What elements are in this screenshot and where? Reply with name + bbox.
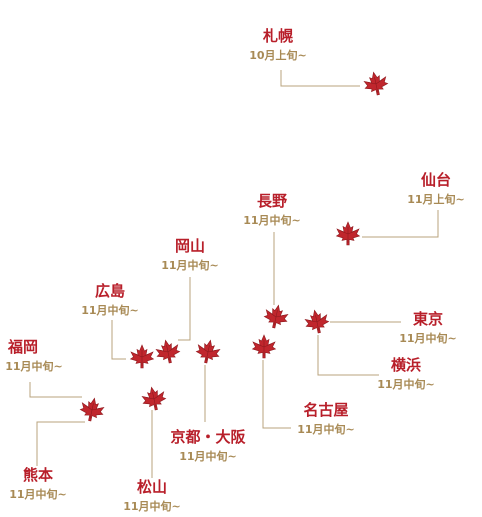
city-label-sapporo: 札幌 10月上旬~ [240,27,316,64]
city-label-matsuyama: 松山 11月中旬~ [114,478,190,515]
connector-line-okayama [178,277,191,341]
connector-line-kumamoto [36,421,85,466]
city-date: 11月上旬~ [407,193,465,206]
city-label-tokyo: 東京 11月中旬~ [390,310,466,347]
city-label-sendai: 仙台 11月上旬~ [398,171,474,208]
city-name: 京都・大阪 [170,428,246,446]
maple-leaf-icon [141,386,167,411]
city-date: 11月中旬~ [297,423,355,436]
city-label-yokohama: 横浜 11月中旬~ [368,356,444,393]
city-name: 名古屋 [303,401,349,419]
connector-line-sendai [362,210,439,238]
maple-leaf-icon [335,221,361,246]
city-label-kyoto-osaka: 京都・大阪 11月中旬~ [160,428,256,465]
city-date: 11月中旬~ [161,259,219,272]
city-date: 11月中旬~ [5,360,63,373]
city-name: 東京 [412,310,443,328]
city-name: 札幌 [262,27,293,45]
maple-leaf-icon [129,344,155,369]
city-date: 11月中旬~ [123,500,181,513]
city-date: 10月上旬~ [249,49,307,62]
city-name: 仙台 [420,171,451,189]
city-label-hiroshima: 広島 11月中旬~ [72,282,148,319]
maple-leaf-icon [363,71,389,96]
maple-leaf-icon [155,339,181,364]
city-name: 岡山 [174,237,205,255]
city-name: 松山 [136,478,167,496]
city-date: 11月中旬~ [9,488,67,501]
city-label-kumamoto: 熊本 11月中旬~ [0,466,76,503]
connector-line-hiroshima [111,320,126,360]
city-name: 熊本 [22,466,53,484]
maple-leaf-icon [263,304,289,329]
maple-leaf-icon [79,397,105,422]
city-label-nagano: 長野 11月中旬~ [234,192,310,229]
city-date: 11月中旬~ [81,304,139,317]
maple-leaf-icon [251,334,277,359]
city-date: 11月中旬~ [179,450,237,463]
city-label-nagoya: 名古屋 11月中旬~ [286,401,366,438]
city-label-okayama: 岡山 11月中旬~ [152,237,228,274]
connector-line-yokohama [317,335,379,376]
city-date: 11月中旬~ [243,214,301,227]
city-name: 広島 [94,282,125,300]
connector-line-sapporo [280,70,360,87]
city-name: 福岡 [8,338,39,356]
city-label-fukuoka: 福岡 11月中旬~ [0,338,68,375]
maple-leaf-icon [304,309,330,334]
city-date: 11月中旬~ [399,332,457,345]
city-date: 11月中旬~ [377,378,435,391]
maple-leaf-icon [195,339,221,364]
city-name: 横浜 [390,356,421,374]
connector-line-nagoya [262,360,291,429]
connector-line-fukuoka [29,382,82,398]
city-name: 長野 [256,192,287,210]
